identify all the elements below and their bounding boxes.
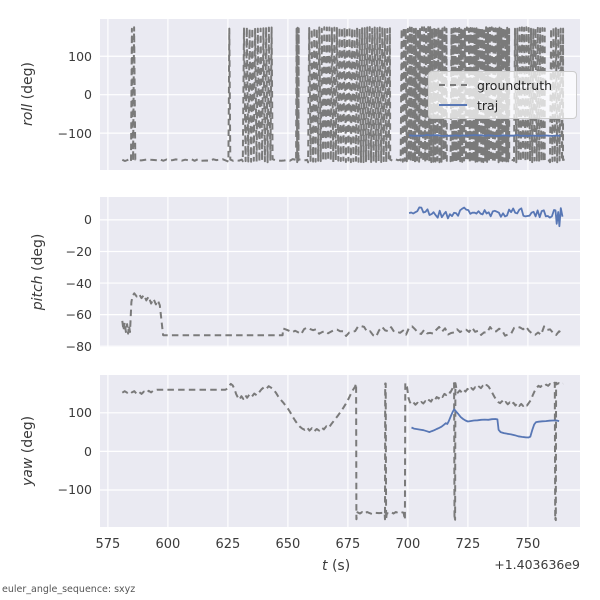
x-tick-label: 625 — [215, 537, 241, 552]
x-tick-label: 675 — [335, 537, 361, 552]
legend-label: traj — [477, 97, 499, 113]
y-tick-label: 0 — [84, 212, 92, 228]
x-axis-offset-text: +1.403636e9 — [494, 557, 580, 572]
x-tick-label: 725 — [455, 537, 481, 552]
x-tick-label: 575 — [95, 537, 121, 552]
gridlines — [100, 375, 580, 527]
y-tick-label: 0 — [84, 87, 92, 103]
series-groundtruth-line — [121, 381, 564, 522]
y-tick-label: −100 — [57, 482, 92, 498]
y-tick-label: 0 — [84, 443, 92, 459]
series-groundtruth-line — [121, 292, 563, 338]
series-traj-line — [408, 206, 564, 228]
gridlines — [100, 197, 580, 347]
footer-annotation: euler_angle_sequence: sxyz — [2, 584, 136, 595]
legend-label: groundtruth — [477, 77, 553, 93]
legend: groundtruth traj — [428, 71, 577, 119]
y-tick-label: 100 — [68, 405, 92, 421]
y-tick-label: −100 — [57, 125, 92, 141]
legend-entry-groundtruth: groundtruth — [435, 75, 570, 95]
x-tick-label: 650 — [275, 537, 301, 552]
y-tick-label: −60 — [65, 307, 92, 323]
y-tick-label: −40 — [65, 275, 92, 291]
subplot-pitch — [100, 197, 580, 347]
series-traj-line — [409, 134, 561, 137]
plot-area-svg — [100, 197, 580, 347]
legend-line-sample-traj — [439, 104, 467, 106]
x-tick-label: 750 — [515, 537, 541, 552]
y-tick-label: −80 — [65, 338, 92, 354]
y-tick-label: −20 — [65, 243, 92, 259]
plot-area-svg — [100, 375, 580, 527]
subplot-yaw — [100, 375, 580, 527]
series-traj-line — [411, 408, 560, 439]
x-tick-label: 700 — [395, 537, 421, 552]
x-tick-label: 600 — [155, 537, 181, 552]
legend-line-sample-groundtruth — [439, 84, 467, 86]
y-tick-label: 100 — [68, 48, 92, 64]
legend-entry-traj: traj — [435, 95, 570, 115]
x-axis-label: t (s) — [322, 558, 351, 574]
